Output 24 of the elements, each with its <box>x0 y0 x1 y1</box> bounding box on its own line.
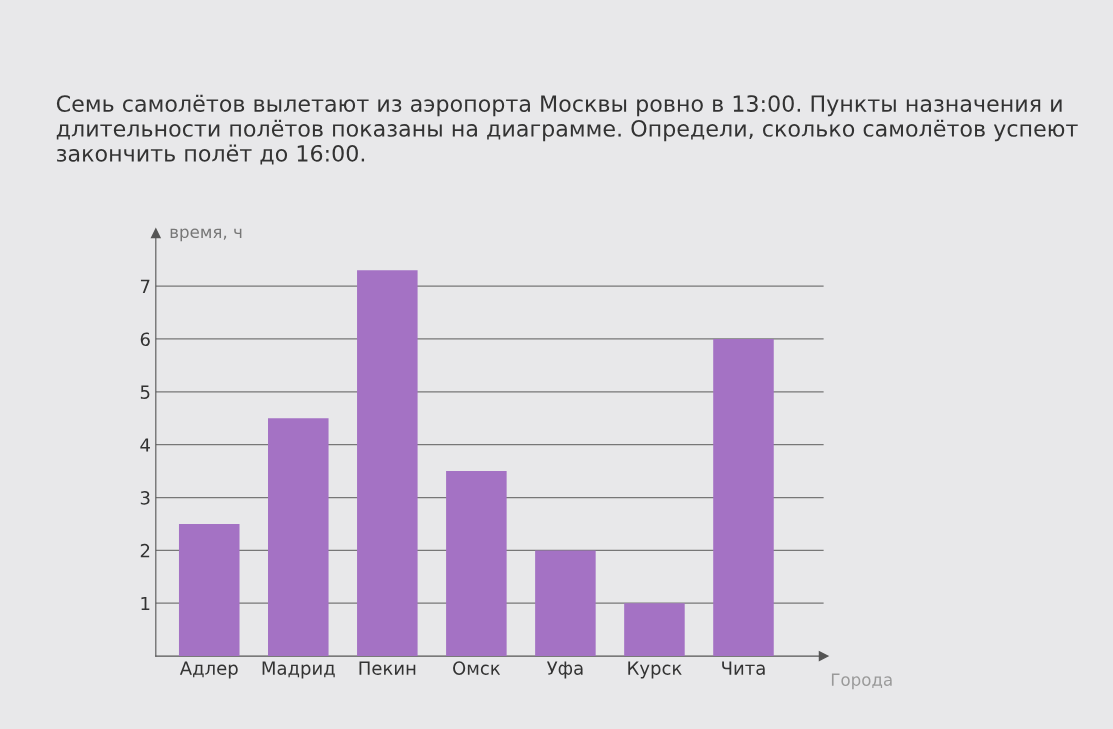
y-tick-label: 6 <box>140 332 150 347</box>
y-tick-label: 4 <box>140 438 150 452</box>
x-axis-title: Города <box>831 673 892 690</box>
x-tick-label: Курск <box>628 661 682 679</box>
bar <box>268 418 329 657</box>
x-tick-label: Уфа <box>546 661 583 679</box>
bar <box>713 338 774 657</box>
bar <box>446 471 507 657</box>
y-axis-title: время, ч <box>170 228 242 242</box>
y-tick-label: 5 <box>140 385 150 399</box>
x-tick-label: Омск <box>453 661 501 675</box>
x-tick-label: Чита <box>722 661 765 675</box>
bar <box>178 523 240 657</box>
x-tick-label: Мадрид <box>262 661 335 679</box>
y-tick-label: 1 <box>141 596 150 611</box>
chart-title: Семь самолётов вылетают из аэропорта Москвы ровно в 13:00. Пункты назначения и длительности полётов показаны на диаграмме. Определи, сколько самолётов успеют закончить полёт до 16:00. <box>56 94 1078 165</box>
x-tick-label: Пекин <box>359 661 416 675</box>
x-tick-label: Адлер <box>179 661 238 679</box>
bar <box>357 270 418 657</box>
y-tick-label: 7 <box>140 279 150 293</box>
bar <box>535 550 596 657</box>
y-tick-label: 3 <box>140 491 150 505</box>
y-tick-label: 2 <box>140 543 150 558</box>
bar <box>624 603 685 657</box>
